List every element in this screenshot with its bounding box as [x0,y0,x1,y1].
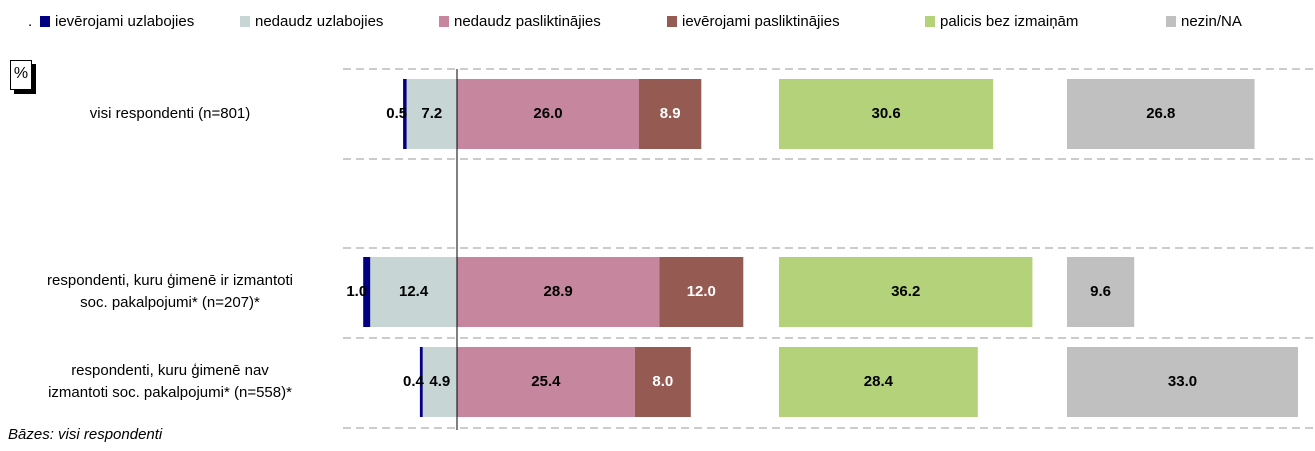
bar-segment [370,257,457,327]
legend-swatch [1166,16,1176,27]
legend-label: palicis bez izmaiņām [940,13,1078,30]
bar-segment [634,347,691,417]
value-label: 9.6 [1090,283,1111,300]
value-label: 28.4 [864,373,894,390]
legend-swatch [667,16,677,27]
value-label: 7.2 [421,105,442,122]
bar-segment [457,79,639,149]
bar-segment [406,79,457,149]
category-label: visi respondenti (n=801) [89,105,251,122]
bar-segment [659,257,744,327]
footnote: Bāzes: visi respondenti [8,426,163,443]
value-label: 8.0 [652,373,673,390]
value-label: 8.9 [660,105,681,122]
legend-label: ievērojami pasliktinājies [682,13,840,30]
bar-segment [422,347,457,417]
value-label: 33.0 [1168,373,1197,390]
value-label: 25.4 [531,373,561,390]
bar-segment [779,79,994,149]
value-label: 0.4 [403,373,425,390]
unit-label: % [10,60,32,90]
value-label: 12.0 [687,283,716,300]
bar-segment [363,257,371,327]
value-label: 26.8 [1146,105,1175,122]
value-label: 4.9 [429,373,450,390]
value-label: 1.0 [346,283,367,300]
bar-segment [403,79,407,149]
value-label: 28.9 [544,283,573,300]
bar-segment [1067,347,1298,417]
legend-label: nedaudz uzlabojies [255,13,383,30]
bar-segment [1067,257,1135,327]
bar-segment [457,347,635,417]
category-label: respondenti, kuru ģimenē nav izmantoti s… [48,362,292,401]
bar-segment [639,79,702,149]
legend-swatch [439,16,449,27]
bar-segment [1067,79,1255,149]
bar-segment [457,257,660,327]
value-label: 36.2 [891,283,920,300]
legend-label: nezin/NA [1181,13,1242,30]
value-label: 0.5 [386,105,407,122]
legend-label: ievērojami uzlabojies [55,13,194,30]
legend-label: nedaudz pasliktinājies [454,13,601,30]
bar-segment [779,347,978,417]
legend-swatch [925,16,935,27]
legend-swatch [240,16,250,27]
value-label: 30.6 [871,105,900,122]
bar-segment [779,257,1033,327]
value-label: 12.4 [399,283,429,300]
category-label: respondenti, kuru ģimenē ir izmantoti so… [47,272,293,311]
value-label: 26.0 [533,105,562,122]
legend-swatch [40,16,50,27]
note: . [28,13,32,30]
bar-segment [419,347,423,417]
